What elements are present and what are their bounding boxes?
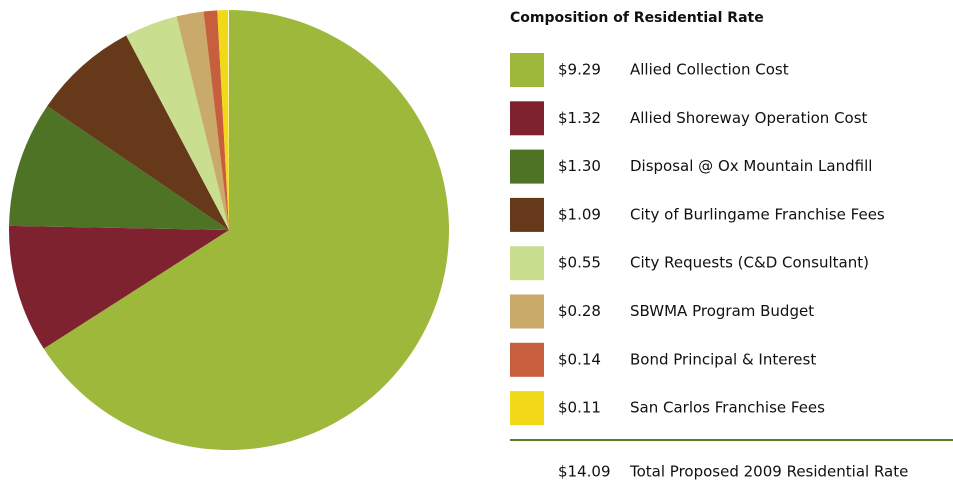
legend-label: Bond Principal & Interest [630,350,816,368]
pie-slice [126,16,229,230]
chart-title: Composition of Residential Rate [510,10,764,26]
pie-slice [217,10,229,231]
pie-slice [9,106,230,230]
total-value: $14.09 [558,463,611,481]
legend-swatch [510,101,544,136]
legend-value: $0.14 [558,350,601,368]
legend-label: San Carlos Franchise Fees [630,399,825,417]
pie-slice [9,225,229,349]
legend-label: Allied Collection Cost [630,61,789,79]
pie-slice [176,11,229,230]
legend-value: $0.28 [558,302,601,320]
legend-swatch [510,391,544,426]
legend-value: $1.09 [558,205,601,223]
legend-value: $0.55 [558,254,601,272]
legend-label: City Requests (C&D Consultant) [630,254,869,272]
legend-label: Allied Shoreway Operation Cost [630,109,868,127]
pie-slice [203,10,229,231]
legend-value: $0.11 [558,399,601,417]
legend-value: $1.32 [558,109,601,127]
legend-label: City of Burlingame Franchise Fees [630,205,885,223]
legend-swatch [510,246,544,281]
legend-value: $1.30 [558,157,601,175]
pie-slice [43,10,449,451]
total-label: Total Proposed 2009 Residential Rate [629,463,908,481]
legend-swatch [510,197,544,232]
legend-swatch [510,53,544,87]
legend-swatch [510,149,544,184]
legend-swatch [510,294,544,329]
legend-label: SBWMA Program Budget [630,302,814,320]
pie-slice [47,35,229,230]
legend-value: $9.29 [558,61,601,79]
legend-label: Disposal @ Ox Mountain Landfill [630,157,872,175]
legend-swatch [510,342,544,377]
